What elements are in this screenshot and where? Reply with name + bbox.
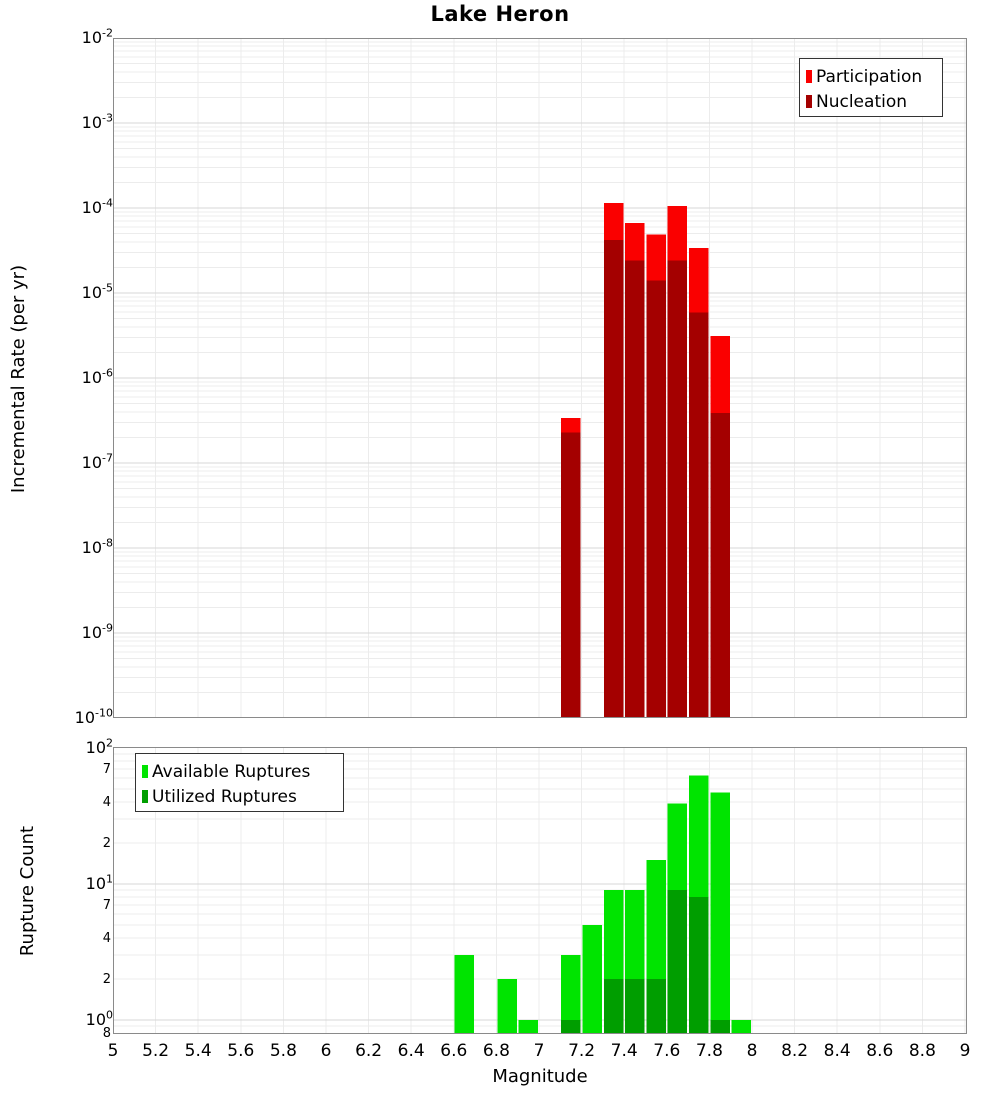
x-tick-label: 5.8 (269, 1041, 297, 1061)
y-tick-label: 10-10 (74, 706, 113, 727)
x-tick-label: 5.4 (184, 1041, 212, 1061)
x-axis-title: Magnitude (492, 1066, 588, 1087)
y-tick-label: 10-5 (81, 281, 113, 302)
x-tick-label: 7.2 (568, 1041, 596, 1061)
x-tick-label: 8.2 (781, 1041, 809, 1061)
plot-frame (113, 747, 967, 1034)
x-tick-label: 8.6 (866, 1041, 894, 1061)
y-tick-label: 7 (102, 761, 111, 777)
bar-utilized-ruptures-m7.45 (625, 979, 645, 1034)
x-tick-label: 5.2 (142, 1041, 170, 1061)
x-tick-label: 6.4 (397, 1041, 425, 1061)
y-tick-label: 2 (102, 835, 111, 851)
utilized-ruptures-legend-label: Utilized Ruptures (152, 786, 297, 807)
bar-available-ruptures-m6.85 (497, 979, 517, 1034)
bottom-legend: Available Ruptures Utilized Ruptures (135, 753, 344, 812)
participation-swatch-icon (806, 70, 812, 83)
x-tick-label: 8.8 (908, 1041, 936, 1061)
top-panel-plot (113, 38, 967, 718)
y-tick-label: 10-9 (81, 621, 113, 642)
x-tick-label: 8.4 (823, 1041, 851, 1061)
y-tick-label: 10-8 (81, 536, 113, 557)
bar-available-ruptures-m6.65 (454, 955, 475, 1034)
y-tick-label: 8 (102, 1025, 111, 1041)
bar-available-ruptures-m6.95 (518, 1020, 539, 1034)
participation-legend-label: Participation (816, 66, 923, 87)
x-tick-label: 7 (533, 1041, 545, 1061)
bar-utilized-ruptures-m7.85 (710, 1020, 730, 1034)
x-tick-label: 6 (320, 1041, 332, 1061)
y-tick-label: 10-6 (81, 366, 113, 387)
bar-available-ruptures-m7.95 (731, 1020, 752, 1034)
y-tick-label: 101 (85, 872, 113, 893)
available-ruptures-legend-label: Available Ruptures (152, 761, 311, 782)
legend-item-participation: Participation (806, 64, 936, 89)
y-tick-label: 100 (85, 1008, 113, 1029)
utilized-ruptures-swatch-icon (142, 790, 148, 803)
legend-item-nucleation: Nucleation (806, 89, 936, 114)
x-tick-label: 6.6 (440, 1041, 468, 1061)
x-tick-label: 6.2 (355, 1041, 383, 1061)
y-tick-label: 7 (102, 897, 111, 913)
bar-nucleation-m7.85 (710, 412, 730, 718)
x-tick-label: 9 (959, 1041, 971, 1061)
plot-frame (113, 38, 967, 718)
y-tick-label: 4 (102, 794, 111, 810)
x-tick-label: 8 (746, 1041, 758, 1061)
bar-nucleation-m7.55 (646, 280, 666, 718)
bar-utilized-ruptures-m7.35 (603, 979, 624, 1034)
chart-title: Lake Heron (430, 2, 570, 26)
y-tick-label: 10-4 (81, 196, 113, 217)
legend-item-utilized: Utilized Ruptures (142, 784, 337, 809)
x-tick-label: 7.6 (653, 1041, 681, 1061)
y-tick-label: 10-3 (81, 111, 113, 132)
nucleation-swatch-icon (806, 95, 812, 108)
x-tick-label: 7.8 (695, 1041, 723, 1061)
x-tick-label: 6.8 (482, 1041, 510, 1061)
available-ruptures-swatch-icon (142, 765, 148, 778)
bar-utilized-ruptures-m7.65 (667, 890, 688, 1034)
bar-utilized-ruptures-m7.15 (561, 1020, 581, 1034)
bar-nucleation-m7.45 (625, 260, 645, 718)
y-tick-label: 10-7 (81, 451, 113, 472)
y-tick-label: 2 (102, 971, 111, 987)
bar-available-ruptures-m7.15 (561, 955, 581, 1034)
bar-utilized-ruptures-m7.75 (689, 897, 709, 1034)
top-legend: Participation Nucleation (799, 58, 943, 117)
y-tick-label: 4 (102, 930, 111, 946)
x-tick-label: 5.6 (227, 1041, 255, 1061)
bar-nucleation-m7.75 (689, 312, 709, 718)
top-y-axis-title: Incremental Rate (per yr) (8, 264, 29, 494)
bar-nucleation-m7.15 (561, 432, 581, 718)
bar-utilized-ruptures-m7.55 (646, 979, 666, 1034)
bar-nucleation-m7.65 (667, 260, 688, 718)
legend-item-available: Available Ruptures (142, 759, 337, 784)
nucleation-legend-label: Nucleation (816, 91, 908, 112)
x-tick-label: 7.4 (610, 1041, 638, 1061)
y-tick-label: 10-2 (81, 26, 113, 47)
x-tick-label: 5 (107, 1041, 119, 1061)
bar-nucleation-m7.35 (603, 240, 624, 718)
bar-available-ruptures-m7.85 (710, 792, 730, 1034)
y-tick-label: 102 (85, 736, 113, 757)
bar-available-ruptures-m7.25 (582, 924, 602, 1034)
